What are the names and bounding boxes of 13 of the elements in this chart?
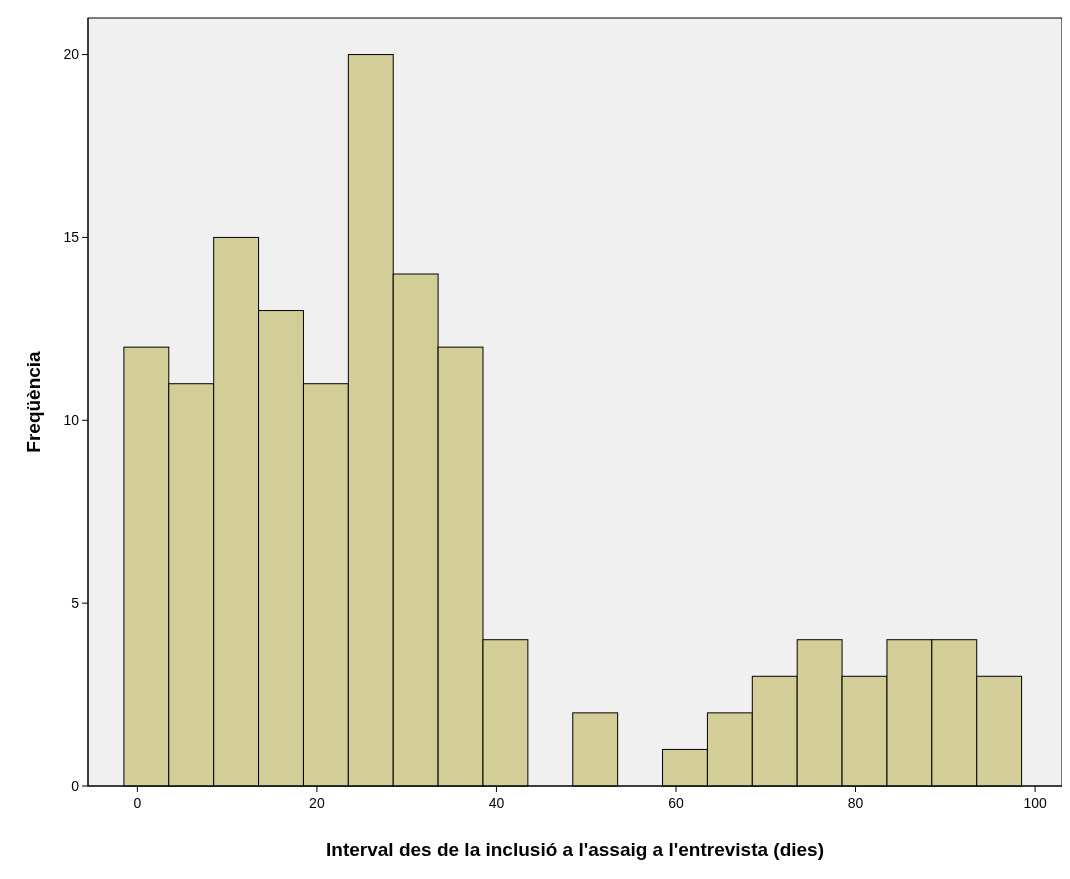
y-tick-label: 20 <box>63 46 80 63</box>
x-tick-label: 100 <box>1023 795 1047 811</box>
y-tick-label: 5 <box>71 595 80 612</box>
y-axis-title: Freqüència <box>23 350 44 453</box>
x-tick-label: 60 <box>668 795 684 811</box>
y-tick-label: 15 <box>63 229 80 246</box>
x-axis-title: Interval des de la inclusió a l'assaig a l'entrevista (dies) <box>326 839 824 860</box>
x-tick-label: 20 <box>309 795 325 811</box>
x-tick-label: 0 <box>133 795 142 811</box>
y-tick-label: 10 <box>63 412 80 429</box>
x-tick-label: 40 <box>488 795 505 811</box>
x-tick-label: 80 <box>847 795 864 811</box>
y-tick-label: 0 <box>71 777 80 794</box>
